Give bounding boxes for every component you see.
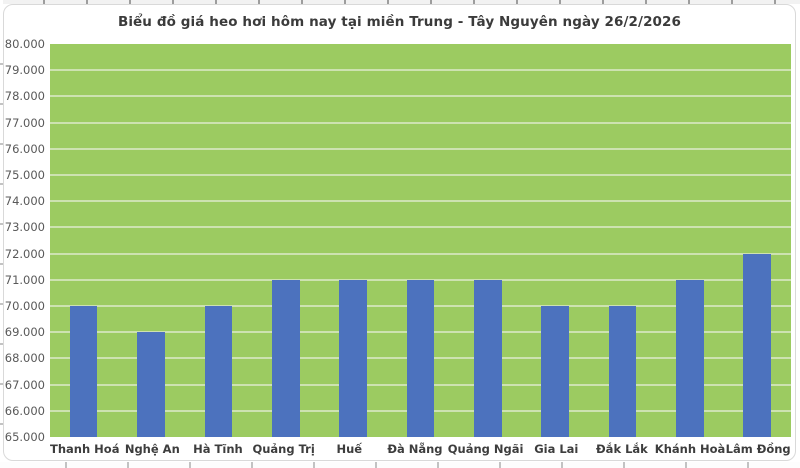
x-axis-category-label: Quảng Ngãi [447,442,524,456]
bar [204,306,233,437]
gridline [50,147,791,150]
y-axis-tick-label: 70.000 [4,299,45,313]
y-axis-tick-label: 76.000 [4,141,45,156]
y-axis-tick-label: 74.000 [4,194,45,209]
x-axis-category-label: Hà Tĩnh [193,442,243,456]
y-axis-tick-label: 68.000 [4,351,45,366]
x-axis-category-label: Đắk Lắk [596,442,648,456]
gridline [50,121,791,124]
bar [743,253,772,437]
x-axis-category-label: Lâm Đồng [725,442,791,456]
bar [137,332,165,437]
gridline [50,200,791,203]
spreadsheet-edge-bottom [0,462,800,468]
x-axis-category-label: Nghệ An [124,442,180,456]
bar [474,279,502,437]
gridline [50,226,791,229]
y-axis-tick-label: 66.000 [4,403,45,418]
bar-slot [387,44,454,437]
bar-slot [117,44,184,437]
spreadsheet-edge-left [0,0,3,468]
y-axis-tick-label: 65.000 [4,430,45,444]
x-axis-category-label: Đà Nẵng [387,442,443,456]
bar [271,279,300,437]
bar-slot [724,44,791,437]
gridline [50,252,791,255]
bar-slot [522,44,589,437]
y-axis-tick-label: 69.000 [4,325,45,340]
y-axis-tick-label: 79.000 [4,63,45,78]
y-axis-tick-label: 75.000 [4,168,45,182]
y-axis-tick-label: 80.000 [4,37,45,51]
y-axis-tick-label: 77.000 [4,115,45,130]
bar-slot [454,44,521,437]
chart-title: Biểu đồ giá heo hơi hôm nay tại miền Tru… [117,14,682,30]
x-axis-category-label: Gia Lai [534,442,579,456]
y-axis-tick-label: 72.000 [4,246,45,261]
bar [69,306,98,437]
bar-slot [589,44,656,437]
bar-slot [185,44,252,437]
bar [608,306,637,437]
bar-slot [252,44,319,437]
y-axis-tick-label: 78.000 [4,89,45,104]
gridline [50,173,791,176]
chart-card: Biểu đồ giá heo hơi hôm nay tại miền Tru… [3,4,796,461]
y-axis-tick-label: 67.000 [4,377,45,392]
plot-area [50,44,791,437]
bar [541,306,569,437]
y-axis-tick-label: 71.000 [4,272,45,287]
gridline [50,95,791,98]
x-axis-labels: Thanh Hoá Nghệ An Hà Tĩnh Quảng Trị Huế Đà Nẵ… [50,442,791,456]
x-axis-category-label: Quảng Trị [252,442,315,456]
bar-slot [656,44,723,437]
spreadsheet-edge-top [0,0,800,4]
bar-slot [319,44,386,437]
gridline [50,278,791,281]
y-axis-tick-label: 73.000 [4,220,45,235]
bar [406,279,435,437]
x-axis-category-label: Thanh Hoá [50,442,120,456]
bar [676,279,704,437]
bar-slot [50,44,117,437]
x-axis-category-label: Khánh Hoà [654,442,726,456]
gridline [50,69,791,72]
bar [339,279,367,437]
bar-series [50,44,791,437]
x-axis-category-label: Huế [336,442,363,456]
